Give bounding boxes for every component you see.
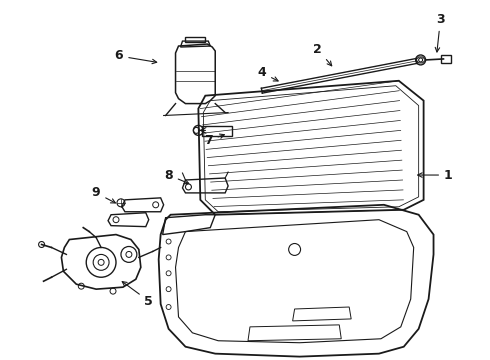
Text: 8: 8 (164, 168, 189, 184)
Text: 5: 5 (122, 282, 153, 307)
Text: 2: 2 (313, 42, 332, 66)
Text: 9: 9 (92, 186, 116, 203)
Bar (441, 55, 451, 63)
Bar (202, 126, 232, 136)
Text: 6: 6 (115, 49, 157, 64)
Text: 7: 7 (204, 134, 224, 147)
Text: 1: 1 (417, 168, 453, 181)
Text: 3: 3 (435, 13, 445, 52)
Text: 4: 4 (257, 66, 278, 81)
Bar (185, 37, 205, 42)
